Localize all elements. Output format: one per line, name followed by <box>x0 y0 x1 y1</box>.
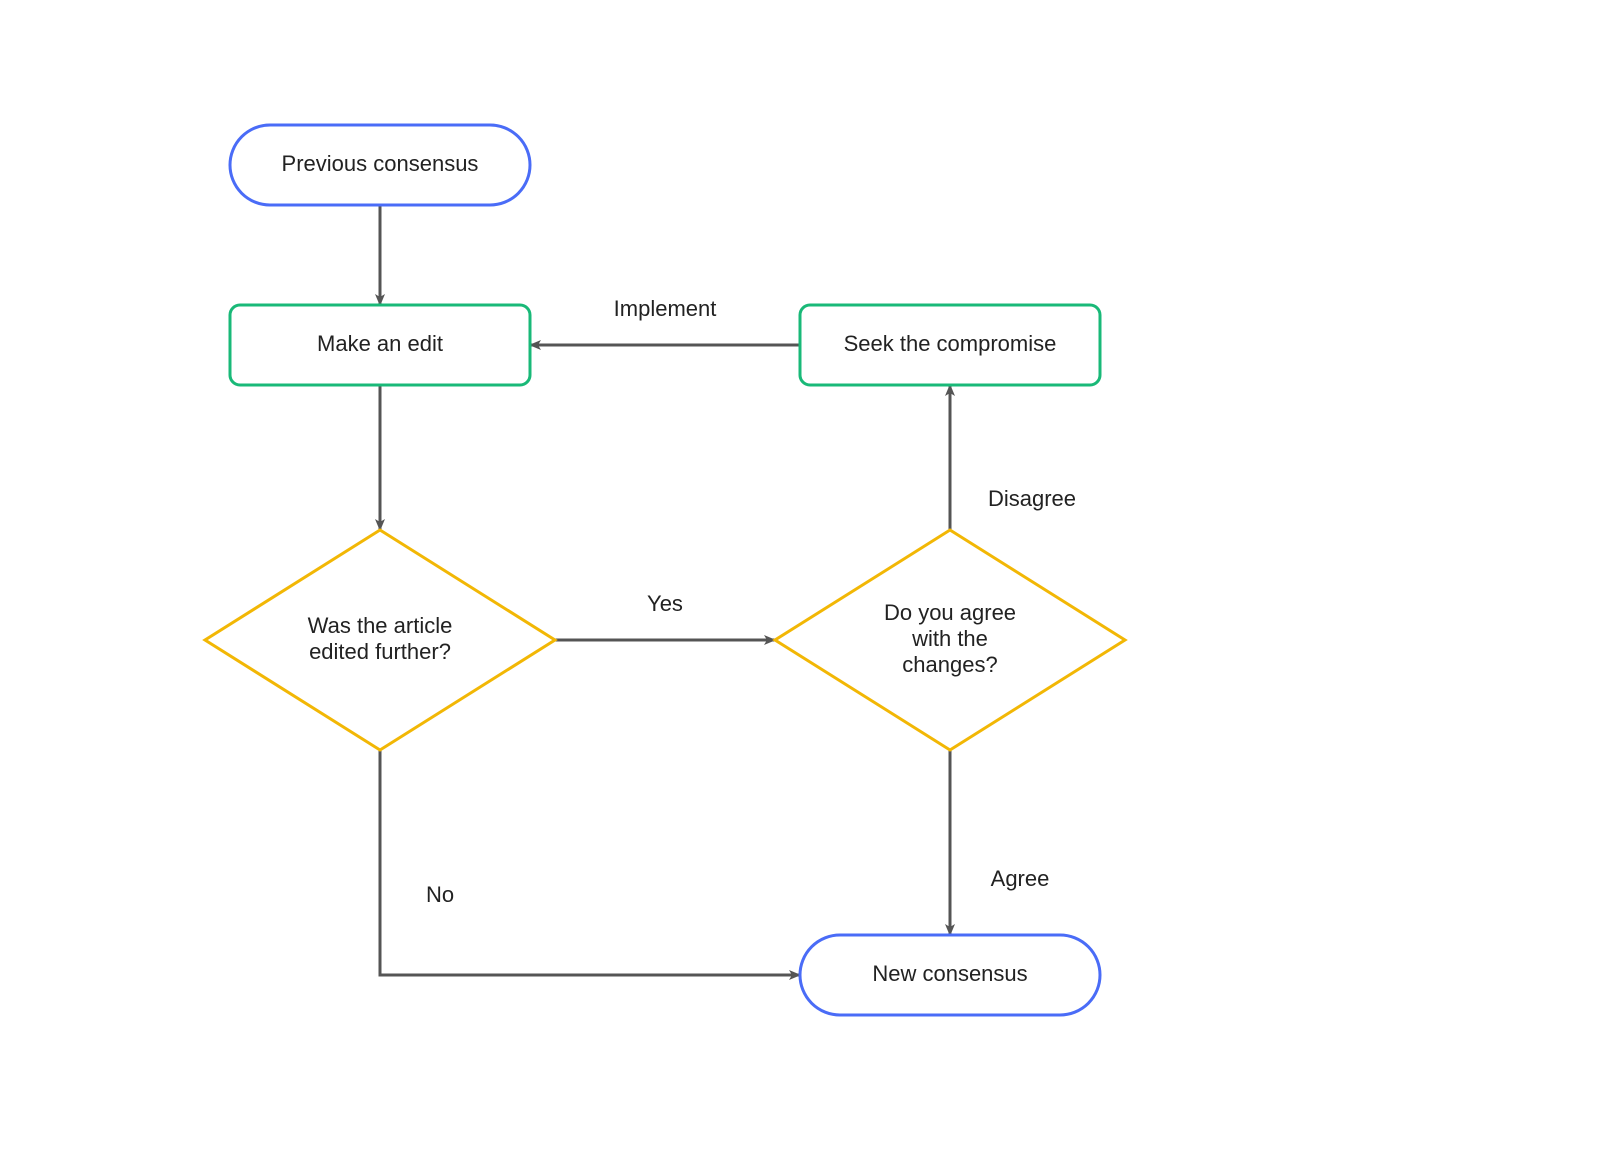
node-edited_further: Was the articleedited further? <box>205 530 555 750</box>
edge-label-e7: Agree <box>991 866 1050 891</box>
edge-label-e4: No <box>426 882 454 907</box>
node-new_consensus: New consensus <box>800 935 1100 1015</box>
edge-label-e6: Implement <box>614 296 717 321</box>
edge-e4 <box>380 750 800 975</box>
node-make_edit: Make an edit <box>230 305 530 385</box>
edge-label-e5: Disagree <box>988 486 1076 511</box>
node-label-seek_compromise: Seek the compromise <box>844 331 1057 356</box>
node-label-new_consensus: New consensus <box>872 961 1027 986</box>
node-label-make_edit: Make an edit <box>317 331 443 356</box>
edge-label-e3: Yes <box>647 591 683 616</box>
flowchart-canvas: Previous consensus Make an edit Seek the c… <box>0 0 1624 1160</box>
node-agree_changes: Do you agreewith thechanges? <box>775 530 1125 750</box>
node-seek_compromise: Seek the compromise <box>800 305 1100 385</box>
node-label-prev_consensus: Previous consensus <box>282 151 479 176</box>
node-label-edited_further: Was the articleedited further? <box>308 613 453 664</box>
node-prev_consensus: Previous consensus <box>230 125 530 205</box>
